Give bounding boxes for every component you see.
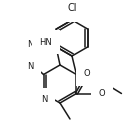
Text: O: O [84,69,90,78]
Text: N: N [27,62,34,71]
Text: HN: HN [39,38,52,47]
Text: N: N [41,95,48,104]
Text: Cl: Cl [67,3,77,13]
Text: N: N [27,40,33,49]
Text: O: O [98,89,105,98]
